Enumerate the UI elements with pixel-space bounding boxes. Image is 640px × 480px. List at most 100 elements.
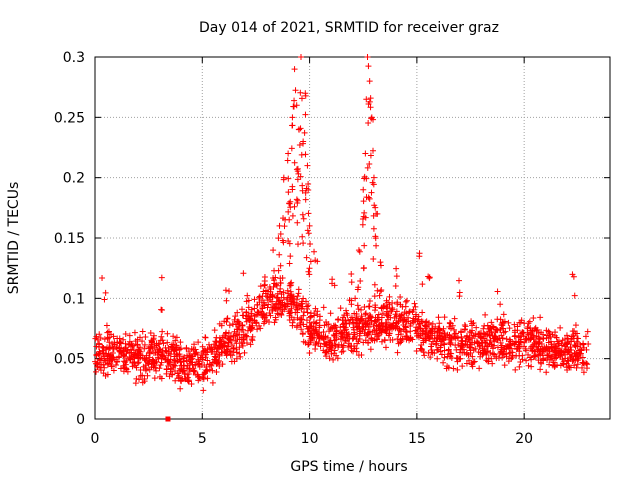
data-point: [378, 305, 385, 312]
data-point: [301, 308, 308, 315]
data-point: [100, 350, 107, 357]
data-point: [359, 221, 366, 228]
data-point: [557, 324, 564, 331]
data-point: [117, 339, 124, 346]
data-point: [279, 237, 286, 244]
data-point: [367, 95, 374, 102]
data-point: [254, 326, 261, 333]
data-point: [322, 333, 329, 340]
data-point: [511, 340, 518, 347]
data-point: [100, 370, 107, 377]
data-point: [466, 357, 473, 364]
data-point: [224, 347, 231, 354]
data-point: [395, 317, 402, 324]
data-point: [163, 366, 170, 373]
data-point: [341, 324, 348, 331]
data-point: [231, 358, 238, 365]
data-point: [136, 347, 143, 354]
data-point: [233, 349, 240, 356]
data-point: [447, 353, 454, 360]
data-point: [228, 342, 235, 349]
data-point: [122, 345, 129, 352]
data-point: [139, 338, 146, 345]
data-point: [195, 339, 202, 346]
data-point: [370, 174, 377, 181]
data-point: [419, 281, 426, 288]
data-point: [571, 292, 578, 299]
data-point: [519, 329, 526, 336]
data-point: [280, 174, 287, 181]
data-point: [368, 114, 375, 121]
x-axis-label: GPS time / hours: [290, 459, 407, 475]
data-point: [529, 329, 536, 336]
data-point: [202, 368, 209, 375]
data-point: [219, 334, 226, 341]
data-point: [557, 362, 564, 369]
data-point: [409, 308, 416, 315]
data-point: [152, 349, 159, 356]
data-point: [540, 346, 547, 353]
data-point: [313, 328, 320, 335]
data-point: [142, 333, 149, 340]
data-point: [303, 185, 310, 192]
data-point: [247, 341, 254, 348]
data-point: [494, 288, 501, 295]
data-point: [229, 321, 236, 328]
data-point: [569, 271, 576, 278]
data-point: [307, 241, 314, 248]
data-point: [242, 315, 249, 322]
data-point: [429, 320, 436, 327]
data-point: [335, 341, 342, 348]
data-point: [177, 385, 184, 392]
data-point: [305, 268, 312, 275]
data-point: [522, 336, 529, 343]
data-point: [360, 186, 367, 193]
data-point: [126, 332, 133, 339]
data-point: [134, 341, 141, 348]
data-point: [350, 342, 357, 349]
data-point: [538, 360, 545, 367]
data-point: [423, 321, 430, 328]
data-point: [288, 294, 295, 301]
data-point: [312, 346, 319, 353]
data-point: [306, 319, 313, 326]
data-point: [462, 323, 469, 330]
data-point: [243, 298, 250, 305]
data-point: [99, 274, 106, 281]
data-point: [355, 306, 362, 313]
data-point: [107, 344, 114, 351]
data-point: [204, 346, 211, 353]
data-point: [156, 365, 163, 372]
data-point: [222, 287, 229, 294]
data-point: [323, 319, 330, 326]
data-point: [543, 369, 550, 376]
data-point: [327, 310, 334, 317]
data-point: [223, 297, 230, 304]
data-point: [527, 324, 534, 331]
data-point: [276, 297, 283, 304]
x-tick-label: 0: [91, 431, 100, 447]
data-point: [500, 348, 507, 355]
data-point: [459, 363, 466, 370]
data-point: [150, 336, 157, 343]
data-point: [367, 346, 374, 353]
data-point: [299, 233, 306, 240]
data-point: [286, 260, 293, 267]
data-point: [307, 330, 314, 337]
data-point: [270, 283, 277, 290]
data-point: [546, 347, 553, 354]
data-point: [436, 320, 443, 327]
data-point: [346, 297, 353, 304]
data-point: [243, 309, 250, 316]
data-point: [99, 343, 106, 350]
data-point: [146, 349, 153, 356]
data-point: [439, 336, 446, 343]
data-point: [224, 334, 231, 341]
data-point: [239, 342, 246, 349]
data-point: [314, 311, 321, 318]
data-point: [506, 325, 513, 332]
data-point: [526, 354, 533, 361]
data-point: [239, 306, 246, 313]
data-point: [191, 341, 198, 348]
data-point: [291, 66, 298, 73]
